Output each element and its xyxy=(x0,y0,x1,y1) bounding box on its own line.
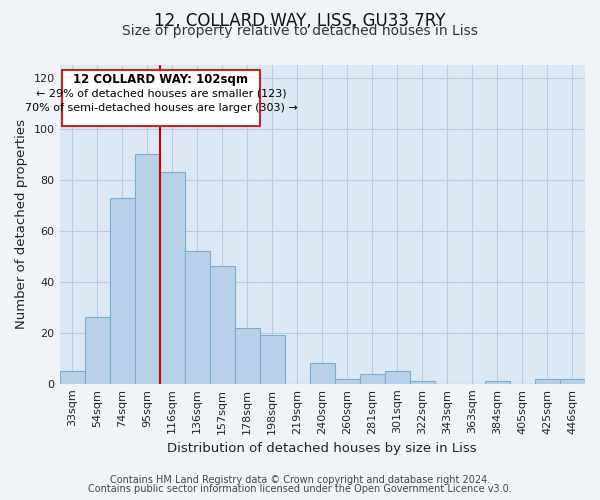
Bar xyxy=(485,382,510,384)
Bar xyxy=(385,371,410,384)
Bar xyxy=(110,198,134,384)
Text: 12 COLLARD WAY: 102sqm: 12 COLLARD WAY: 102sqm xyxy=(73,72,248,86)
Text: Contains HM Land Registry data © Crown copyright and database right 2024.: Contains HM Land Registry data © Crown c… xyxy=(110,475,490,485)
Text: 12, COLLARD WAY, LISS, GU33 7RY: 12, COLLARD WAY, LISS, GU33 7RY xyxy=(154,12,446,30)
Bar xyxy=(310,364,335,384)
Bar xyxy=(560,378,585,384)
Text: Size of property relative to detached houses in Liss: Size of property relative to detached ho… xyxy=(122,24,478,38)
Bar xyxy=(235,328,260,384)
Y-axis label: Number of detached properties: Number of detached properties xyxy=(15,120,28,330)
Bar xyxy=(85,318,110,384)
Text: 70% of semi-detached houses are larger (303) →: 70% of semi-detached houses are larger (… xyxy=(25,104,297,114)
Bar xyxy=(59,371,85,384)
Bar xyxy=(360,374,385,384)
Bar xyxy=(185,251,209,384)
Bar xyxy=(134,154,160,384)
X-axis label: Distribution of detached houses by size in Liss: Distribution of detached houses by size … xyxy=(167,442,477,455)
FancyBboxPatch shape xyxy=(62,70,260,126)
Text: Contains public sector information licensed under the Open Government Licence v3: Contains public sector information licen… xyxy=(88,484,512,494)
Bar xyxy=(260,336,285,384)
Bar xyxy=(410,382,435,384)
Bar xyxy=(535,378,560,384)
Bar xyxy=(335,378,360,384)
Bar xyxy=(209,266,235,384)
Text: ← 29% of detached houses are smaller (123): ← 29% of detached houses are smaller (12… xyxy=(35,88,286,98)
Bar xyxy=(160,172,185,384)
